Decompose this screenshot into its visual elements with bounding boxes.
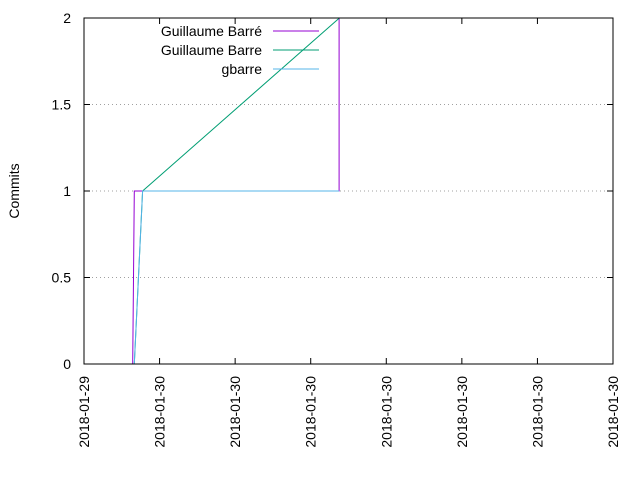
y-tick-label: 0.5 (52, 270, 72, 286)
legend-label: gbarre (222, 61, 263, 77)
legend-label: Guillaume Barre (161, 42, 262, 58)
legend-label: Guillaume Barré (161, 23, 262, 39)
y-tick-label: 1.5 (52, 97, 72, 113)
y-tick-label: 1 (63, 183, 71, 199)
y-tick-label: 2 (63, 10, 71, 26)
x-tick-label: 2018-01-30 (605, 376, 621, 448)
series-line-2 (133, 190, 340, 365)
x-tick-label: 2018-01-30 (378, 376, 394, 448)
y-tick-label: 0 (63, 356, 71, 372)
y-axis-label: Commits (6, 163, 22, 218)
legend: Guillaume Barré Guillaume Barre gbarre (161, 23, 319, 77)
x-tick-label: 2018-01-30 (454, 376, 470, 448)
x-tick-label: 2018-01-29 (76, 376, 92, 448)
x-tick-label: 2018-01-30 (227, 376, 243, 448)
x-tick-label: 2018-01-30 (303, 376, 319, 448)
x-tick-label: 2018-01-30 (152, 376, 168, 448)
y-axis: 0 0.5 1 1.5 2 (52, 10, 613, 372)
x-tick-label: 2018-01-30 (529, 376, 545, 448)
x-axis: 2018-01-29 2018-01-30 2018-01-30 2018-01-30… (76, 18, 621, 448)
